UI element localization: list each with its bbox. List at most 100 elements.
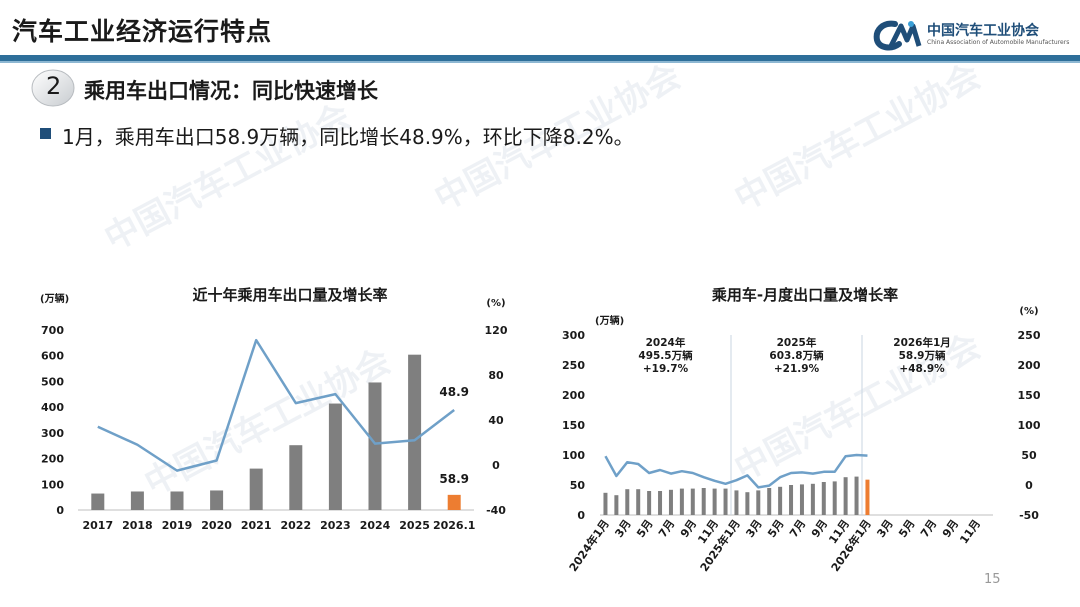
bar	[745, 492, 750, 515]
x-tick-label: 7月	[787, 517, 808, 540]
y-left-tick-label: 200	[562, 389, 585, 402]
y-right-tick-label: 80	[488, 369, 504, 382]
x-tick-label: 2018	[122, 519, 153, 532]
y-left-tick-label: 300	[562, 329, 585, 342]
annotation-text: 2026年1月	[893, 336, 951, 349]
x-tick-label: 2023	[320, 519, 351, 532]
page-number: 15	[984, 572, 1001, 587]
x-tick-label: 2022	[280, 519, 311, 532]
watermark-text: 中国汽车工业协会	[728, 56, 988, 220]
bar	[668, 489, 673, 515]
bullet-square-icon	[40, 128, 51, 139]
y-left-tick-label: 0	[56, 504, 64, 517]
annotation-text: +48.9%	[899, 363, 945, 375]
y-right-tick-label: 120	[485, 324, 508, 337]
annotation-text: 603.8万辆	[769, 349, 824, 362]
x-tick-label: 3月	[612, 517, 633, 540]
x-tick-label: 2017	[82, 519, 113, 532]
x-tick-label: 2026.1	[433, 519, 475, 532]
bar	[289, 445, 303, 510]
x-tick-label: 7月	[656, 517, 677, 540]
section-number-badge	[31, 69, 75, 107]
y-right-tick-label: 150	[1018, 389, 1041, 402]
bar	[636, 489, 641, 515]
x-tick-label: 5月	[896, 517, 917, 540]
x-tick-label: 11月	[957, 517, 983, 546]
bar	[832, 481, 837, 515]
x-tick-label: 3月	[743, 517, 764, 540]
y-right-unit: (%)	[1019, 306, 1038, 317]
y-left-unit: (万辆)	[595, 314, 624, 327]
y-left-tick-label: 400	[41, 401, 64, 414]
bar	[647, 491, 652, 515]
y-right-tick-label: 250	[1018, 329, 1041, 342]
x-tick-label: 2020	[201, 519, 232, 532]
y-right-tick-label: -40	[486, 504, 506, 517]
header-divider	[0, 55, 1080, 63]
y-left-unit: (万辆)	[40, 292, 69, 305]
bar	[821, 482, 826, 515]
bar	[91, 493, 105, 510]
bar	[368, 382, 382, 510]
y-left-tick-label: 250	[562, 359, 585, 372]
annotation-text: 2024年	[646, 336, 686, 349]
y-left-tick-label: 100	[562, 449, 585, 462]
x-tick-label: 7月	[918, 517, 939, 540]
annotation-text: 495.5万辆	[638, 349, 693, 362]
bar	[658, 491, 663, 515]
y-right-tick-label: 200	[1018, 359, 1041, 372]
chart-title: 乘用车-月度出口量及增长率	[711, 286, 898, 304]
annotation-text: 58.9万辆	[899, 349, 946, 362]
bar	[799, 484, 804, 515]
bar	[723, 488, 728, 515]
bar	[130, 491, 144, 510]
bar	[778, 486, 783, 515]
y-right-tick-label: 0	[492, 459, 500, 472]
bar	[810, 483, 815, 515]
data-label-line: 48.9	[439, 385, 469, 399]
y-right-tick-label: 0	[1025, 479, 1033, 492]
growth-rate-line	[97, 338, 455, 472]
annotation-text: +21.9%	[774, 363, 820, 375]
bar	[447, 494, 461, 510]
bar	[734, 490, 739, 515]
bullet-text: 1月，乘用车出口58.9万辆，同比增长48.9%，环比下降8.2%。	[62, 125, 634, 149]
y-left-tick-label: 200	[41, 453, 64, 466]
annual-export-chart: 近十年乘用车出口量及增长率(万辆) (%)01002003004005006007…	[40, 286, 508, 532]
annotation-text: 2025年	[777, 336, 817, 349]
cam-logo-icon	[873, 20, 922, 51]
logo-subtitle: China Association of Automobile Manufact…	[927, 39, 1070, 46]
bar	[210, 490, 224, 510]
bar	[614, 495, 619, 515]
y-right-tick-label: 40	[488, 414, 504, 427]
x-tick-label: 2025	[399, 519, 430, 532]
x-tick-label: 2021	[241, 519, 272, 532]
x-tick-label: 5月	[634, 517, 655, 540]
bar	[843, 477, 848, 515]
y-left-tick-label: 100	[41, 478, 64, 491]
y-right-tick-label: -50	[1019, 509, 1039, 522]
x-tick-label: 3月	[874, 517, 895, 540]
y-left-tick-label: 300	[41, 427, 64, 440]
x-tick-label: 2024年1月	[566, 517, 612, 574]
y-left-tick-label: 700	[41, 324, 64, 337]
bar	[865, 479, 870, 515]
bar	[701, 488, 706, 515]
x-tick-label: 2019	[162, 519, 193, 532]
bar	[690, 488, 695, 515]
growth-rate-line	[604, 453, 868, 489]
annotation-text: +19.7%	[643, 363, 689, 375]
data-label-bar: 58.9	[439, 472, 469, 486]
y-left-tick-label: 0	[577, 509, 585, 522]
monthly-export-chart: 乘用车-月度出口量及增长率 (万辆) (%) 0 50 100 150 200 250 300 -5…	[562, 286, 1041, 574]
bar	[603, 492, 608, 515]
bar	[625, 489, 630, 515]
x-tick-label: 5月	[765, 517, 786, 540]
bar	[756, 490, 761, 515]
y-right-tick-label: 100	[1018, 419, 1041, 432]
y-right-tick-label: 50	[1021, 449, 1037, 462]
bar	[767, 488, 772, 515]
logo-name: 中国汽车工业协会	[927, 23, 1039, 39]
x-tick-label: 2024	[360, 519, 391, 532]
section-number: 2	[46, 72, 62, 100]
